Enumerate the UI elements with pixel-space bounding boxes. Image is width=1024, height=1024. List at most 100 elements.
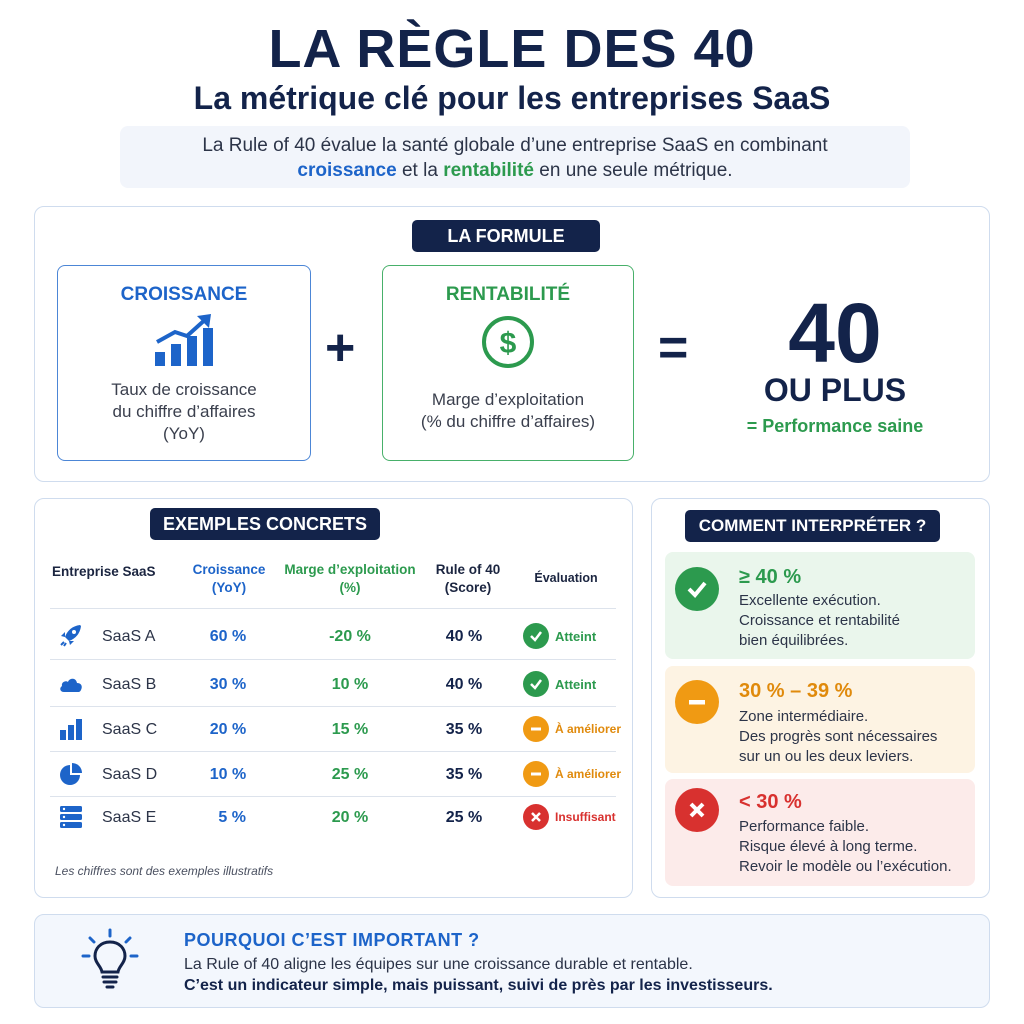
- why-card: [34, 914, 990, 1008]
- interpret-good-line-1: Excellente exécution.: [739, 592, 881, 609]
- interpret-mid-box: [665, 666, 975, 773]
- row-divider: [50, 659, 616, 660]
- interpret-good-range: ≥ 40 %: [739, 566, 802, 588]
- row-c-status: À améliorer: [555, 722, 622, 736]
- profit-desc-2: (% du chiffre d’affaires): [420, 412, 596, 431]
- interpret-good-line-2: Croissance et rentabilité: [739, 612, 900, 629]
- interpret-mid-line-3: sur un ou les deux leviers.: [739, 748, 914, 765]
- row-divider: [50, 751, 616, 752]
- col-eval: Évaluation: [534, 571, 598, 585]
- x-icon: [675, 788, 719, 832]
- col-company: Entreprise SaaS: [52, 564, 156, 579]
- interpret-good-text: Excellente exécution. Croissance et rent…: [739, 591, 900, 651]
- row-d-growth: 10 %: [209, 766, 247, 783]
- profit-desc-1: Marge d’exploitation: [431, 390, 585, 409]
- interpret-label: COMMENT INTERPRÉTER ?: [685, 510, 940, 542]
- col-score: Rule of 40 (Score): [424, 561, 512, 597]
- row-a-status: Atteint: [555, 628, 597, 644]
- intro-line-1: La Rule of 40 évalue la santé globale d’…: [202, 135, 828, 156]
- row-c-eval: À améliorer: [523, 716, 621, 742]
- interpret-bad-box: [665, 779, 975, 886]
- examples-label: EXEMPLES CONCRETS: [150, 508, 380, 540]
- row-a-name: SaaS A: [102, 628, 156, 645]
- row-c-score: 35 %: [445, 721, 483, 738]
- row-d-score: 35 %: [445, 766, 483, 783]
- pie-chart-icon: [60, 763, 82, 785]
- col-margin: Marge d’exploitation (%): [282, 561, 418, 597]
- interpret-mid-range: 30 % – 39 %: [739, 680, 853, 702]
- minus-icon: [523, 761, 549, 787]
- row-a-score: 40 %: [445, 628, 483, 645]
- intro-end-text: en une seule métrique.: [534, 160, 733, 181]
- check-icon: [675, 567, 719, 611]
- row-e-margin: 20 %: [331, 809, 369, 826]
- interpret-mid-text: Zone intermédiaire. Des progrès sont néc…: [739, 707, 937, 767]
- dollar-icon: $: [482, 316, 534, 368]
- interpret-bad-range: < 30 %: [739, 791, 802, 813]
- row-divider: [50, 796, 616, 797]
- examples-note: Les chiffres sont des exemples illustrat…: [55, 864, 274, 878]
- header-divider: [50, 608, 616, 609]
- interpret-bad-line-3: Revoir le modèle ou l’exécution.: [739, 858, 952, 875]
- col-growth: Croissance (YoY): [184, 561, 274, 597]
- row-a-eval: Atteint: [523, 623, 596, 649]
- row-d-name: SaaS D: [102, 766, 158, 783]
- row-e-name: SaaS E: [102, 809, 157, 826]
- col-growth-l2: (YoY): [211, 580, 247, 595]
- interpret-good-line-3: bien équilibrées.: [739, 632, 849, 649]
- why-title: POURQUOI C’EST IMPORTANT ?: [184, 930, 480, 950]
- row-b-margin: 10 %: [331, 676, 369, 693]
- result-note: = Performance saine: [746, 416, 924, 436]
- equals-sign: =: [658, 319, 689, 377]
- growth-desc-2: du chiffre d’affaires: [112, 402, 256, 421]
- intro-growth-word: croissance: [297, 160, 397, 181]
- examples-card: [34, 498, 633, 898]
- server-icon: [60, 806, 82, 828]
- interpret-bad-text: Performance faible. Risque élevé à long …: [739, 817, 952, 877]
- row-b-eval: Atteint: [523, 671, 596, 697]
- growth-desc-3: (YoY): [163, 424, 205, 443]
- result-value: 40: [788, 286, 882, 380]
- row-a-growth: 60 %: [209, 628, 247, 645]
- row-d-eval: À améliorer: [523, 761, 621, 787]
- intro-mid-text: et la: [396, 160, 444, 181]
- row-divider: [50, 706, 616, 707]
- plus-sign: +: [325, 319, 356, 377]
- bar-chart-icon: [60, 719, 82, 740]
- growth-box: CROISSANCE Taux de croissance du chiffre…: [57, 265, 311, 461]
- row-e-growth: 5 %: [218, 809, 246, 826]
- interpret-bad-line-2: Risque élevé à long terme.: [739, 838, 918, 855]
- svg-text:$: $: [500, 327, 517, 360]
- col-growth-l1: Croissance: [192, 562, 266, 577]
- minus-icon: [675, 680, 719, 724]
- col-margin-l1: Marge d’exploitation: [284, 562, 416, 577]
- cloud-icon: [60, 678, 82, 692]
- row-c-margin: 15 %: [331, 721, 369, 738]
- page-subtitle: La métrique clé pour les entreprises Saa…: [193, 80, 831, 116]
- result-suffix: OU PLUS: [763, 372, 907, 408]
- check-icon: [523, 623, 549, 649]
- growth-desc-1: Taux de croissance: [111, 380, 257, 399]
- rocket-icon: [60, 625, 81, 647]
- profit-box: RENTABILITÉ $ Marge d’exploitation (% du…: [382, 265, 634, 461]
- row-a-margin: -20 %: [329, 628, 371, 645]
- intro-box: La Rule of 40 évalue la santé globale d’…: [120, 126, 910, 188]
- interpret-mid-line-2: Des progrès sont nécessaires: [739, 728, 938, 745]
- growth-chart-icon: [155, 314, 213, 366]
- row-b-growth: 30 %: [209, 676, 247, 693]
- interpret-bad-line-1: Performance faible.: [739, 818, 870, 835]
- col-score-l1: Rule of 40: [435, 562, 501, 577]
- row-c-growth: 20 %: [209, 721, 247, 738]
- check-icon: [523, 671, 549, 697]
- col-margin-l2: (%): [339, 580, 361, 595]
- intro-profit-word: rentabilité: [443, 160, 534, 181]
- formula-label: LA FORMULE: [412, 220, 600, 252]
- growth-title: CROISSANCE: [120, 284, 248, 305]
- minus-icon: [523, 716, 549, 742]
- row-c-name: SaaS C: [102, 721, 158, 738]
- intro-line-2: croissance et la rentabilité en une seul…: [120, 158, 910, 183]
- profit-title: RENTABILITÉ: [445, 284, 571, 305]
- row-b-score: 40 %: [445, 676, 483, 693]
- row-b-name: SaaS B: [102, 676, 157, 693]
- row-e-score: 25 %: [445, 809, 483, 826]
